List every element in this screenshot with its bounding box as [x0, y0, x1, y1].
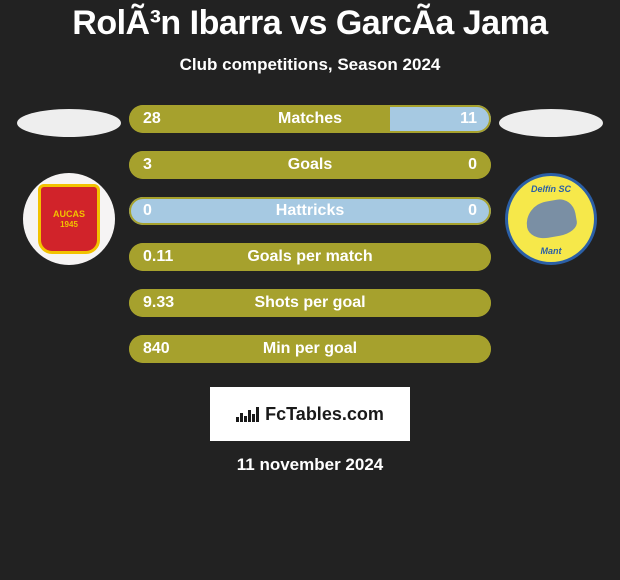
left-ellipse	[17, 109, 121, 137]
stat-value-left: 3	[143, 156, 152, 174]
delfin-label-bottom: Mant	[541, 246, 562, 256]
logo-text: FcTables.com	[265, 404, 384, 425]
stat-value-left: 9.33	[143, 294, 174, 312]
stat-bar: Goals per match 0.11	[129, 243, 491, 271]
right-ellipse	[499, 109, 603, 137]
subtitle: Club competitions, Season 2024	[0, 55, 620, 75]
logo-chart-icon	[236, 407, 259, 422]
comparison-infographic: RolÃ³n Ibarra vs GarcÃ­a Jama Club compe…	[0, 0, 620, 580]
shield-text-year: 1945	[60, 221, 78, 229]
stat-label: Hattricks	[276, 202, 344, 220]
stat-value-right: 0	[468, 156, 477, 174]
left-team-badge: AUCAS 1945	[23, 173, 115, 265]
stat-value-right: 11	[460, 110, 477, 128]
aucas-shield-icon: AUCAS 1945	[38, 184, 100, 254]
page-title: RolÃ³n Ibarra vs GarcÃ­a Jama	[0, 4, 620, 43]
stat-label: Goals per match	[247, 248, 372, 266]
dolphin-icon	[523, 197, 578, 241]
stat-bar: Min per goal 840	[129, 335, 491, 363]
stat-label: Goals	[288, 156, 332, 174]
main-row: AUCAS 1945 Matches 28 11 Goals 3 0 Hattricks 0 0…	[0, 105, 620, 363]
stat-value-left: 0.11	[143, 248, 173, 266]
fctables-logo: FcTables.com	[210, 387, 410, 441]
left-team-col: AUCAS 1945	[9, 105, 129, 265]
right-team-badge: Delfín SC Mant	[505, 173, 597, 265]
stat-label: Matches	[278, 110, 342, 128]
stat-bar: Hattricks 0 0	[129, 197, 491, 225]
stat-value-left: 0	[143, 202, 152, 220]
stat-value-left: 28	[143, 110, 161, 128]
stat-value-right: 0	[468, 202, 477, 220]
stat-value-left: 840	[143, 340, 170, 358]
stat-bar: Matches 28 11	[129, 105, 491, 133]
stat-bar: Shots per goal 9.33	[129, 289, 491, 317]
bar-fill-left	[129, 105, 390, 133]
stat-label: Min per goal	[263, 340, 357, 358]
right-team-col: Delfín SC Mant	[491, 105, 611, 265]
shield-text-top: AUCAS	[53, 210, 85, 219]
stat-bars: Matches 28 11 Goals 3 0 Hattricks 0 0 Goals per m…	[129, 105, 491, 363]
stat-label: Shots per goal	[254, 294, 365, 312]
stat-bar: Goals 3 0	[129, 151, 491, 179]
date: 11 november 2024	[0, 455, 620, 475]
delfin-label: Delfín SC	[531, 184, 571, 194]
